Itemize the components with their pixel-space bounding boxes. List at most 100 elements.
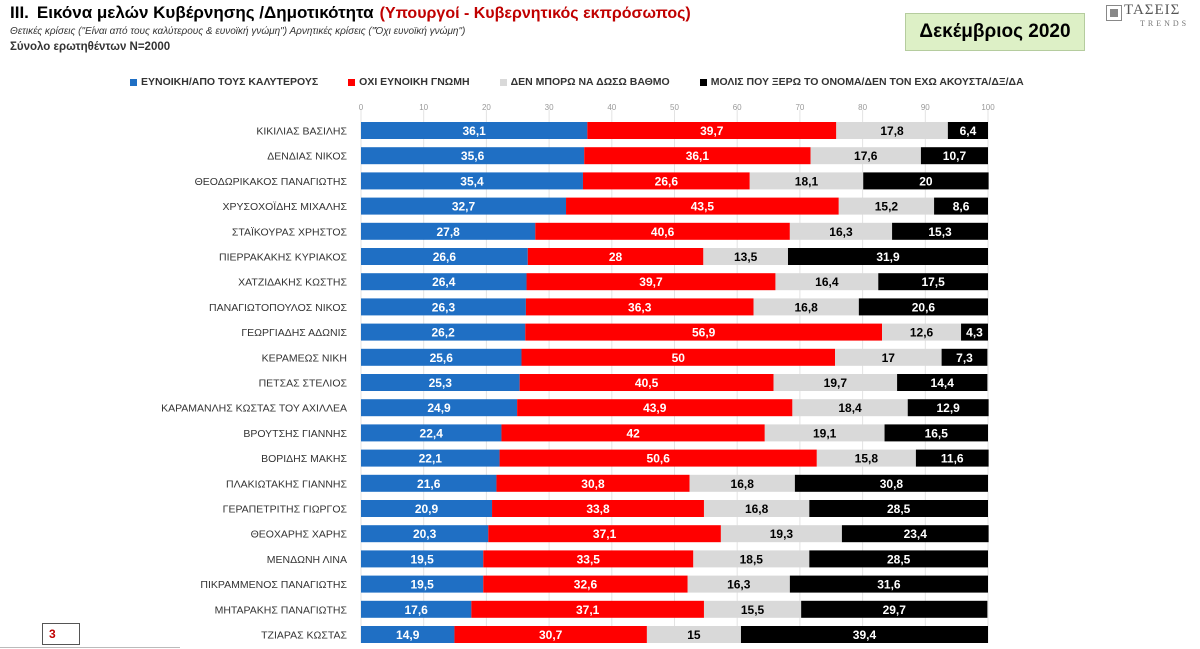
bar-1-series-2	[587, 122, 837, 139]
data-label-14-series-4: 11,6	[941, 452, 964, 466]
bar-3-series-2	[582, 172, 750, 190]
data-label-3-series-2: 26,6	[655, 174, 679, 188]
data-label-9-series-2: 56,9	[692, 326, 716, 340]
data-label-1-series-2: 39,7	[700, 124, 724, 138]
bar-14-series-2	[499, 449, 817, 467]
bar-8-series-4	[858, 298, 988, 316]
bar-7-series-4	[878, 273, 988, 291]
data-label-19-series-3: 16,3	[727, 578, 751, 592]
section-numeral: III.	[10, 3, 29, 22]
x-tick-label-70: 70	[795, 103, 804, 112]
bar-10-series-2	[521, 348, 836, 366]
data-label-21-series-3: 15	[687, 628, 701, 642]
data-label-8-series-3: 16,8	[794, 300, 818, 314]
data-label-3-series-3: 18,1	[795, 174, 819, 188]
data-label-6-series-1: 26,6	[433, 250, 457, 264]
data-label-21-series-4: 39,4	[853, 628, 877, 642]
data-label-5-series-4: 15,3	[928, 225, 952, 239]
data-label-8-series-4: 20,6	[912, 300, 936, 314]
bar-8-series-2	[525, 298, 754, 316]
data-label-7-series-4: 17,5	[921, 275, 945, 289]
bar-3-series-3	[749, 172, 864, 190]
bar-13-series-4	[884, 424, 988, 442]
data-label-2-series-2: 36,1	[686, 149, 710, 163]
x-tick-label-40: 40	[607, 103, 616, 112]
data-label-21-series-2: 30,7	[539, 628, 563, 642]
legend-item-4: ΜΟΛΙΣ ΠΟΥ ΞΕΡΩ ΤΟ ΟΝΟΜΑ/ΔΕΝ ΤΟΝ ΕΧΩ ΑΚΟΥ…	[699, 76, 1024, 88]
bar-4-series-1	[361, 197, 567, 215]
legend-label: ΜΟΛΙΣ ΠΟΥ ΞΕΡΩ ΤΟ ΟΝΟΜΑ/ΔΕΝ ΤΟΝ ΕΧΩ ΑΚΟΥ…	[710, 76, 1024, 88]
bar-2-series-3	[810, 147, 921, 165]
bar-2-series-4	[920, 147, 988, 165]
bar-1-series-3	[836, 122, 948, 139]
category-label-17: ΘΕΟΧΑΡΗΣ ΧΑΡΗΣ	[251, 529, 348, 541]
bar-3-series-4	[863, 172, 989, 190]
logo-sub: TRENDS	[1140, 19, 1190, 28]
data-label-7-series-2: 39,7	[639, 275, 663, 289]
subtitle: Θετικές κρίσεις ("Είναι από τους καλύτερ…	[10, 26, 466, 37]
data-label-11-series-2: 40,5	[635, 376, 659, 390]
data-label-16-series-4: 28,5	[887, 502, 911, 516]
data-label-17-series-3: 19,3	[770, 527, 794, 541]
data-label-15-series-3: 16,8	[731, 477, 755, 491]
bar-12-series-1	[361, 399, 518, 417]
data-label-12-series-2: 43,9	[643, 401, 667, 415]
bar-9-series-3	[882, 323, 962, 341]
bar-11-series-3	[773, 374, 898, 391]
bar-11-series-2	[519, 374, 774, 391]
data-label-10-series-1: 25,6	[430, 351, 454, 365]
legend-label: ΕΥΝΟΙΚΗ/ΑΠΟ ΤΟΥΣ ΚΑΛΥΤΕΡΟΥΣ	[141, 76, 319, 88]
bar-6-series-4	[787, 248, 988, 265]
data-label-6-series-2: 28	[609, 250, 623, 264]
bar-11-series-4	[897, 374, 988, 391]
bar-20-series-3	[703, 600, 802, 618]
logo-name: ΤΑΣΕΙΣ	[1124, 2, 1181, 18]
data-label-12-series-3: 18,4	[838, 401, 862, 415]
bar-15-series-4	[794, 474, 988, 492]
data-label-15-series-2: 30,8	[581, 477, 605, 491]
data-label-5-series-2: 40,6	[651, 225, 675, 239]
category-label-10: ΚΕΡΑΜΕΩΣ ΝΙΚΗ	[262, 352, 347, 364]
data-label-8-series-2: 36,3	[628, 300, 652, 314]
data-label-19-series-2: 32,6	[574, 578, 598, 592]
bar-17-series-3	[720, 525, 842, 543]
bar-21-series-2	[454, 626, 647, 643]
category-label-18: ΜΕΝΔΩΝΗ ΛΙΝΑ	[267, 554, 347, 566]
category-label-16: ΓΕΡΑΠΕΤΡΙΤΗΣ ΓΙΩΡΓΟΣ	[223, 504, 348, 516]
bar-15-series-1	[361, 474, 497, 492]
bar-14-series-3	[816, 449, 916, 467]
x-tick-label-20: 20	[482, 103, 491, 112]
data-label-21-series-1: 14,9	[396, 628, 420, 642]
bar-16-series-3	[703, 500, 810, 517]
bar-10-series-3	[835, 348, 942, 366]
data-label-3-series-1: 35,4	[460, 174, 484, 188]
data-label-17-series-4: 23,4	[904, 527, 928, 541]
footer-rule	[0, 647, 180, 648]
data-label-2-series-4: 10,7	[943, 149, 967, 163]
data-label-13-series-2: 42	[626, 426, 640, 440]
data-label-4-series-3: 15,2	[875, 200, 899, 214]
category-label-20: ΜΗΤΑΡΑΚΗΣ ΠΑΝΑΓΙΩΤΗΣ	[215, 604, 348, 616]
brand-logo: ΤΑΣΕΙΣ TRENDS	[1100, 2, 1196, 32]
bar-17-series-4	[841, 525, 989, 543]
x-tick-label-90: 90	[921, 103, 930, 112]
data-label-20-series-1: 17,6	[404, 603, 428, 617]
legend-label: ΔΕΝ ΜΠΟΡΩ ΝΑ ΔΩΣΩ ΒΑΘΜΟ	[510, 76, 670, 88]
category-label-13: ΒΡΟΥΤΣΗΣ ΓΙΑΝΝΗΣ	[243, 428, 347, 440]
data-label-10-series-3: 17	[882, 351, 896, 365]
bar-12-series-4	[907, 399, 989, 417]
bar-18-series-4	[809, 550, 988, 568]
data-label-4-series-1: 32,7	[452, 200, 476, 214]
bar-3-series-1	[361, 172, 583, 190]
category-label-11: ΠΕΤΣΑΣ ΣΤΕΛΙΟΣ	[259, 378, 348, 390]
data-label-14-series-2: 50,6	[647, 452, 671, 466]
data-label-7-series-1: 26,4	[432, 275, 456, 289]
legend-swatch	[130, 78, 137, 86]
data-label-16-series-3: 16,8	[745, 502, 769, 516]
bar-4-series-3	[838, 197, 935, 215]
bar-19-series-2	[483, 575, 688, 593]
title-accent: (Υπουργοί - Κυβερνητικός εκπρόσωπος)	[379, 5, 691, 22]
bar-13-series-3	[764, 424, 885, 442]
bar-20-series-1	[361, 600, 472, 618]
